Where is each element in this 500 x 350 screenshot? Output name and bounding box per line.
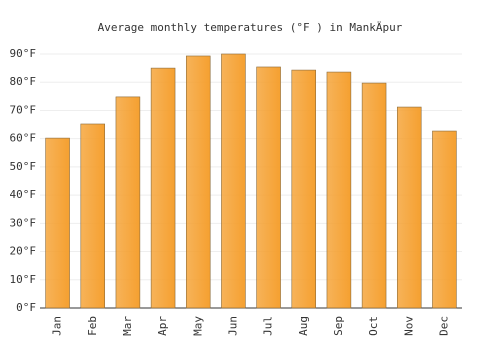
- bar: [256, 66, 281, 309]
- y-tick-label: 60°F: [10, 132, 37, 145]
- y-tick-label: 30°F: [10, 216, 37, 229]
- chart-title: Average monthly temperatures (°F ) in Ma…: [98, 21, 403, 34]
- x-tick-label: Jul: [262, 316, 275, 336]
- bar: [291, 69, 317, 309]
- x-tick-label: Mar: [121, 316, 134, 336]
- y-tick-label: 50°F: [10, 160, 37, 173]
- x-tick-label: Apr: [156, 316, 169, 336]
- y-tick-label: 90°F: [10, 47, 37, 60]
- bar: [396, 106, 422, 309]
- y-tick-label: 20°F: [10, 245, 37, 258]
- y-tick-label: 70°F: [10, 103, 37, 116]
- x-tick-label: Dec: [437, 316, 450, 336]
- bar: [185, 55, 211, 309]
- x-tick-label: Nov: [402, 316, 415, 336]
- y-tick-label: 0°F: [16, 301, 36, 314]
- bar: [326, 71, 352, 309]
- bar: [150, 67, 176, 309]
- y-tick-label: 10°F: [10, 273, 37, 286]
- x-tick-label: Feb: [86, 316, 99, 336]
- x-tick-label: Sep: [332, 316, 345, 336]
- y-tick-label: 80°F: [10, 75, 37, 88]
- bar: [115, 96, 141, 309]
- bar: [221, 53, 246, 309]
- x-tick-label: Oct: [367, 316, 380, 336]
- bar: [361, 82, 387, 309]
- y-tick-label: 40°F: [10, 188, 37, 201]
- x-tick-label: Jun: [226, 316, 239, 336]
- bar: [80, 123, 106, 309]
- bar: [432, 130, 457, 309]
- x-tick-label: Jan: [51, 316, 64, 336]
- bar: [45, 137, 70, 309]
- x-tick-label: May: [191, 316, 204, 336]
- x-tick-label: Aug: [297, 316, 310, 336]
